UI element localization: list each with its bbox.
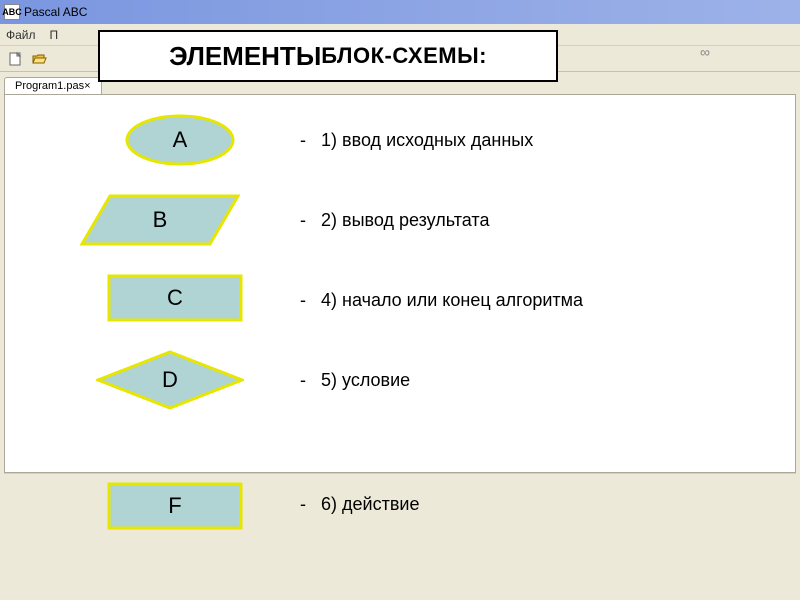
desc-row-4: - 5) условие (300, 370, 410, 391)
diagram-title-box: ЭЛЕМЕНТЫ БЛОК-СХЕМЫ: (98, 30, 558, 82)
shape-ellipse: A (100, 114, 260, 166)
shape-label-d: D (162, 367, 178, 393)
desc-row-1: - 1) ввод исходных данных (300, 130, 533, 151)
dash: - (300, 290, 306, 310)
window-title: Pascal ABC (24, 5, 87, 19)
desc-row-2: - 2) вывод результата (300, 210, 489, 231)
dash: - (300, 210, 306, 230)
shape-rect-f: F (95, 482, 255, 530)
menu-p[interactable]: П (50, 28, 59, 42)
new-file-icon[interactable] (4, 48, 26, 70)
desc-row-5: - 6) действие (300, 494, 419, 515)
dash: - (300, 494, 306, 514)
title-part1: ЭЛЕМЕНТЫ (169, 41, 321, 72)
shape-label-b: B (153, 207, 168, 233)
desc-3: 4) начало или конец алгоритма (321, 290, 583, 310)
desc-row-3: - 4) начало или конец алгоритма (300, 290, 583, 311)
shape-label-f: F (168, 493, 181, 519)
desc-5: 6) действие (321, 494, 419, 514)
shape-parallelogram: B (80, 194, 240, 246)
shape-rhombus: D (90, 350, 250, 410)
shape-label-c: C (167, 285, 183, 311)
dash: - (300, 130, 306, 150)
dash: - (300, 370, 306, 390)
decor-icon: ∞ (700, 44, 710, 60)
editor-border (4, 472, 796, 474)
desc-1: 1) ввод исходных данных (321, 130, 533, 150)
desc-2: 2) вывод результата (321, 210, 489, 230)
tab-program1[interactable]: Program1.pas× (4, 77, 102, 94)
desc-4: 5) условие (321, 370, 410, 390)
shape-rect-c: C (95, 274, 255, 322)
menu-file[interactable]: Файл (6, 28, 36, 42)
window-titlebar: ABC Pascal ABC (0, 0, 800, 24)
shape-label-a: A (173, 127, 188, 153)
title-part2: БЛОК-СХЕМЫ: (321, 43, 487, 69)
open-file-icon[interactable] (28, 48, 50, 70)
app-icon: ABC (4, 4, 20, 20)
